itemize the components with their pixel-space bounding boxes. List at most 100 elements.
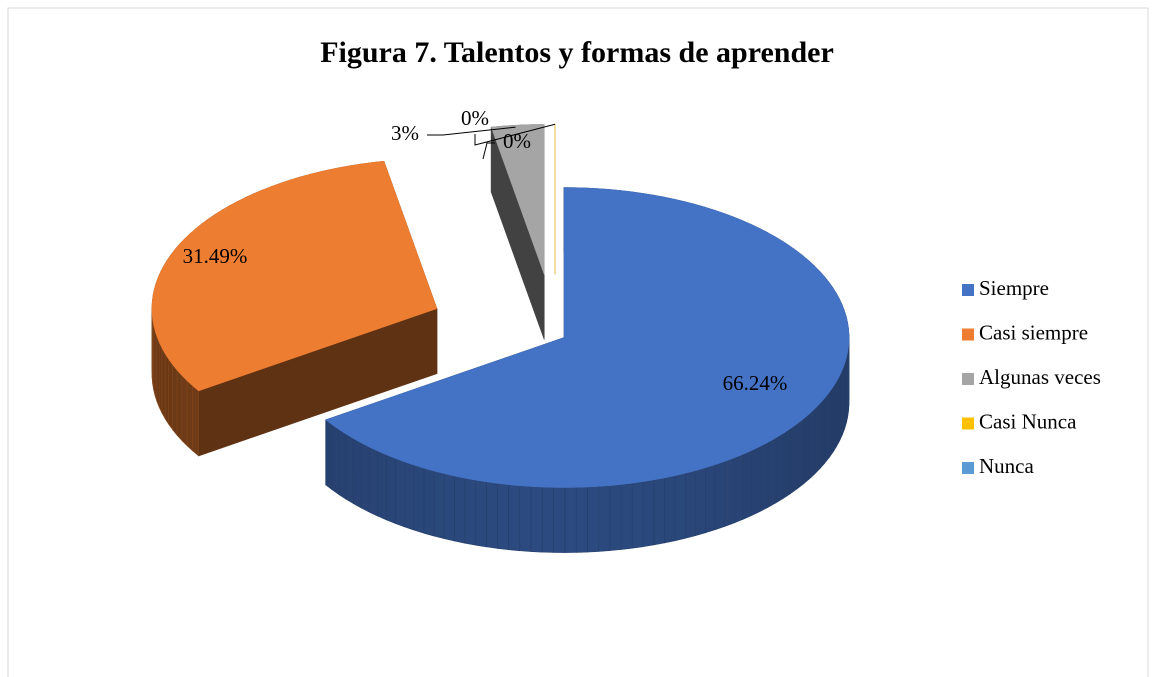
slice-side [705,464,716,534]
leader-line [427,126,516,136]
slice-side [168,358,174,431]
slice-side [433,470,445,540]
slice-side [497,483,509,551]
slice-side [808,408,816,480]
slice-side [587,486,600,553]
slice-side [759,441,769,513]
slice-side [486,481,498,549]
slice-side [842,363,845,435]
slice-side [423,467,435,537]
legend-swatch [962,373,974,385]
slice-side [751,446,761,516]
slice-side [620,482,633,550]
slice-side [530,486,543,553]
slice-side [695,467,706,537]
slice-side [553,487,566,553]
data-label: 66.24% [723,371,788,395]
slice-side [172,363,178,437]
pie [151,124,850,553]
slice-side [742,450,752,520]
legend: Siempre Casi siempre Algunas veces Casi Nun… [962,276,1101,478]
slice-side [685,470,696,539]
slice-side [642,479,655,548]
slice-side [609,484,622,551]
slice [490,124,545,275]
slice-side [331,424,340,496]
legend-label: Nunca [979,454,1034,478]
slice-side [475,479,487,548]
chart-title: Figura 7. Talentos y formas de aprender [320,36,834,69]
leader-line [482,142,495,160]
legend-label: Casi siempre [979,320,1088,344]
slice-side [631,481,644,549]
slice-side [413,464,425,534]
slice-side [564,487,577,553]
slice-side [176,369,183,442]
slice-side [345,433,354,505]
slice-side [164,352,170,426]
slice-side [575,486,588,553]
slice-side [796,418,804,490]
slice-side [828,386,834,459]
slice-side [598,485,611,552]
slice-group [490,124,545,340]
slice-side [733,453,744,524]
legend-label: Casi Nunca [979,409,1077,433]
slice-side [814,402,821,475]
slice-side [156,336,160,408]
slice-side [386,454,396,524]
legend-label: Siempre [979,276,1049,300]
slice-side [824,391,830,464]
slice [325,187,850,488]
slice-side [653,477,665,546]
slice-side [508,484,521,552]
slice-side [338,428,347,500]
slice-side [443,473,455,542]
slice-side [802,413,810,485]
slice-side [360,442,370,513]
slice-side [192,385,199,457]
slice-side [404,461,415,531]
legend-swatch [962,462,974,474]
legend-label: Algunas veces [979,365,1101,389]
slice-side [724,457,735,527]
slice-side [519,485,532,552]
slice-side [158,342,163,414]
data-label: 3% [391,121,419,145]
slice-group [151,160,438,457]
slice-side [839,369,843,441]
slice-side [767,437,777,508]
slice-side [454,475,466,544]
slice-side [325,419,333,491]
slice-side [714,461,725,531]
slice-side [541,486,554,553]
slice-side [161,346,166,420]
slice-side [819,397,826,470]
legend-swatch [962,417,974,430]
slice-side [464,477,477,546]
slice-side [782,428,791,500]
slice-side [664,475,676,544]
slice-side [674,472,686,542]
slice-side [353,438,362,509]
slice-side [789,423,798,495]
frame [7,7,1149,677]
data-label: 0% [461,106,489,130]
data-label: 31.49% [183,244,248,268]
slice-side [775,432,784,504]
slice-side [369,446,379,517]
slice [151,160,438,392]
slice-side [181,374,188,447]
leader-line [474,123,556,146]
legend-swatch [962,328,974,341]
slice-side [377,450,387,521]
data-label: 0% [503,129,531,153]
legend-swatch [962,284,974,296]
slice-side [832,380,837,454]
slice-side [836,375,840,447]
slice-side [186,380,193,452]
slice-side [395,458,406,528]
labels: 66.24% 31.49% 3% 0% 0% [183,106,788,395]
slice-group [325,187,850,553]
